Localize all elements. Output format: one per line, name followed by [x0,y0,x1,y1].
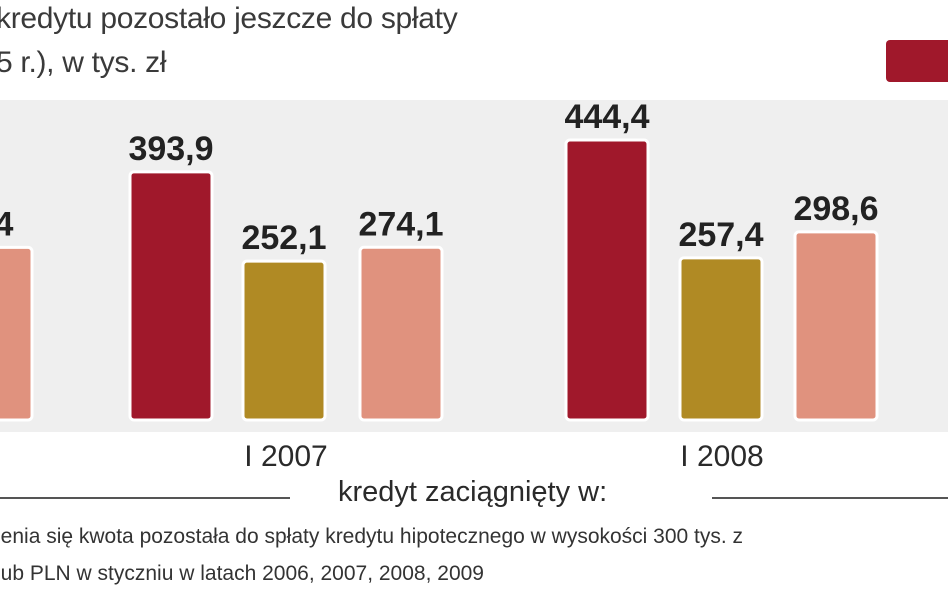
bar-value-label: 4 [0,205,14,243]
x-axis-rule-left [0,497,290,499]
bar-value-label: 274,1 [358,205,443,243]
footnote-line-1: ienia się kwota pozostała do spłaty kred… [0,525,744,548]
bar-value-label: 257,4 [678,216,763,254]
x-axis-rule-right [712,497,948,499]
category-label: I 2007 [244,440,327,473]
legend-swatch [886,40,948,82]
footnote-line-2: lub PLN w styczniu w latach 2006, 2007, … [0,562,484,585]
bar-I 2008-gold [678,256,764,422]
bar-value-label: 298,6 [793,190,878,228]
chart-title-line-2: 5 r.), w tys. zł [0,46,167,79]
chart-title-line-1: kredytu pozostało jeszcze do spłaty [0,2,458,35]
bar-value-label: 393,9 [128,130,213,168]
x-axis-title: kredyt zaciągnięty w: [338,476,608,508]
bar-value-label: 252,1 [241,219,326,257]
bar-I 2007-crimson [128,170,214,422]
bar-value-label: 444,4 [564,98,649,136]
bar-I 2008-crimson [564,138,650,422]
bar-I 2007-salmon [358,245,444,422]
category-label: I 2008 [680,440,763,473]
bar-I 2008-salmon [793,230,879,422]
bar-left-salmon [0,245,34,422]
bar-I 2007-gold [241,259,327,422]
